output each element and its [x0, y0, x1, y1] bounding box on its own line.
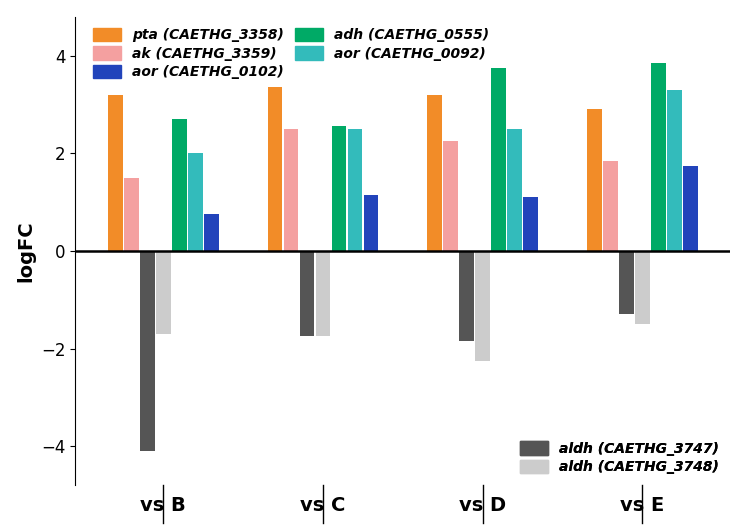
Bar	[651, 63, 666, 251]
Bar	[667, 90, 682, 251]
Bar	[156, 251, 170, 334]
Bar	[108, 95, 123, 251]
Bar	[683, 165, 698, 251]
Bar	[204, 214, 219, 251]
Legend: aldh (CAETHG_3747), aldh (CAETHG_3748): aldh (CAETHG_3747), aldh (CAETHG_3748)	[516, 437, 723, 478]
Y-axis label: logFC: logFC	[16, 220, 36, 282]
Bar	[619, 251, 634, 314]
Bar	[603, 161, 618, 251]
Bar	[332, 127, 347, 251]
Bar	[140, 251, 155, 451]
Bar	[124, 178, 139, 251]
Bar	[188, 153, 202, 251]
Bar	[635, 251, 650, 324]
Bar	[444, 141, 458, 251]
Bar	[459, 251, 474, 341]
Bar	[316, 251, 330, 336]
Bar	[347, 129, 362, 251]
Bar	[284, 129, 298, 251]
Bar	[475, 251, 490, 361]
Bar	[267, 87, 282, 251]
Bar	[427, 95, 442, 251]
Bar	[172, 119, 187, 251]
Bar	[300, 251, 314, 336]
Bar	[524, 197, 538, 251]
Bar	[587, 110, 602, 251]
Bar	[492, 68, 506, 251]
Bar	[364, 195, 378, 251]
Bar	[507, 129, 522, 251]
